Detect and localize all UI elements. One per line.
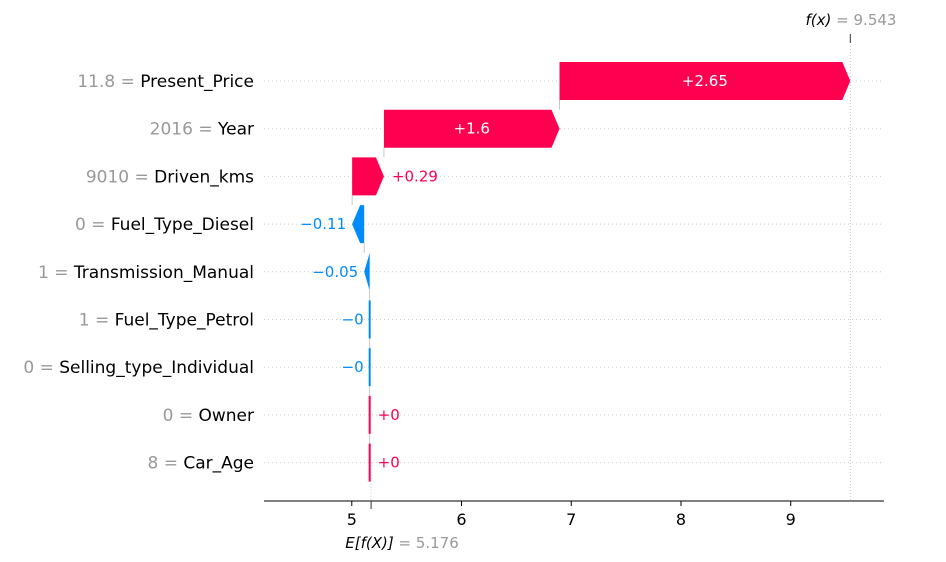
feature-value: 8 = [147,454,183,474]
feature-value: 0 = [163,406,199,426]
final-value-label: f(x) = 9.543 [806,11,897,29]
x-tick-label: 7 [566,510,576,529]
contribution-bar [352,157,384,196]
contribution-bar [364,252,370,291]
feature-value: 2016 = [150,120,218,140]
feature-label: 0 = Selling_type_Individual [23,358,254,378]
feature-name: Present_Price [140,72,254,92]
contribution-label: +2.65 [682,72,728,90]
contribution-bar [383,109,560,148]
x-axis: 5 6 7 8 9 [264,500,884,529]
feature-label: 8 = Car_Age [147,454,254,474]
contribution-bar [352,205,365,244]
feature-label: 1 = Fuel_Type_Petrol [79,311,254,331]
feature-value: 0 = [23,358,59,378]
feature-label: 9010 = Driven_kms [86,167,254,187]
x-tick-label: 8 [676,510,686,529]
base-value-equals: = 5.176 [394,534,459,552]
feature-name: Transmission_Manual [73,263,254,283]
contribution-bar [559,62,851,100]
feature-name: Fuel_Type_Diesel [111,215,254,235]
feature-name: Owner [198,406,254,426]
reference-lines [370,34,851,501]
final-value-equals: = 9.543 [831,11,896,29]
feature-value: 1 = [79,311,115,331]
feature-label: 0 = Fuel_Type_Diesel [75,215,254,235]
feature-name: Fuel_Type_Petrol [115,311,254,331]
feature-name: Car_Age [183,454,254,474]
base-value-main: E[f(X)] [345,534,394,552]
feature-label: 11.8 = Present_Price [77,72,254,92]
feature-label: 2016 = Year [150,120,254,140]
base-value-label: E[f(X)] = 5.176 [345,534,459,552]
x-tick-label: 5 [347,510,357,529]
feature-name: Selling_type_Individual [59,358,254,378]
feature-name: Year [217,120,254,140]
contribution-label: −0.11 [300,215,346,233]
final-value-main: f(x) [806,11,832,29]
contribution-label: −0 [342,311,364,329]
contribution-label: +0.29 [392,167,438,185]
feature-labels: 11.8 = Present_Price 2016 = Year 9010 = Dr… [23,72,254,474]
contribution-label: −0 [342,358,364,376]
contribution-label: +0 [378,406,400,424]
feature-value: 11.8 = [77,72,140,92]
feature-value: 9010 = [86,167,154,187]
bars-layer: +2.65 +1.6 +0.29 −0.11 −0.05 −0 −0 +0 +0 [300,62,851,482]
contribution-label: −0.05 [312,263,358,281]
contribution-label: +1.6 [454,120,490,138]
x-tick-label: 9 [786,510,796,529]
x-tick-label: 6 [456,510,466,529]
feature-label: 1 = Transmission_Manual [38,263,254,283]
feature-value: 1 = [38,263,74,283]
contribution-label: +0 [378,454,400,472]
feature-name: Driven_kms [154,167,254,187]
feature-value: 0 = [75,215,111,235]
feature-label: 0 = Owner [163,406,254,426]
